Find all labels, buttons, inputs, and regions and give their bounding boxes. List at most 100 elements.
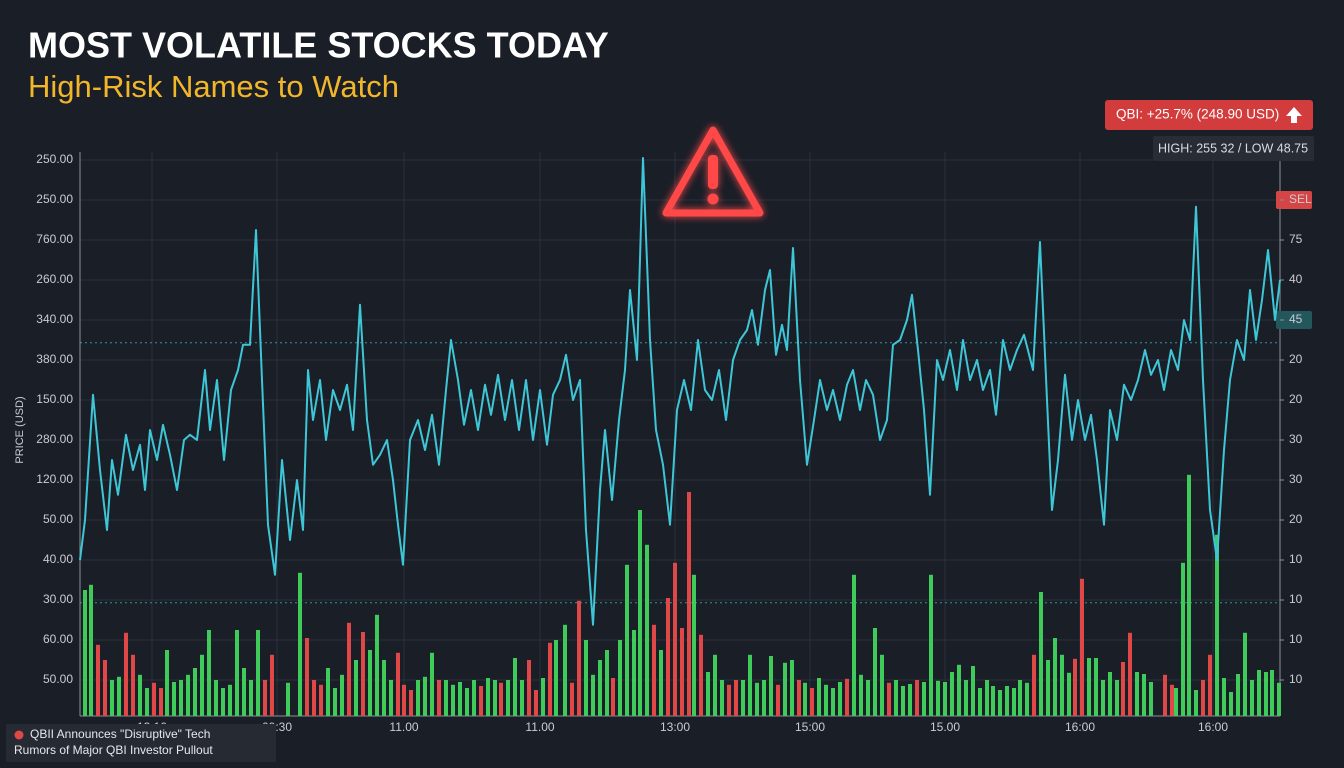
volume-bar (1236, 674, 1240, 716)
volume-bar (922, 682, 926, 716)
y2-tick-label: 20 (1289, 392, 1303, 406)
y-tick-label: 380.00 (36, 352, 73, 366)
volume-bar (1032, 654, 1036, 716)
x-tick-label: 13:00 (660, 720, 690, 734)
y-tick-label: 120.00 (36, 472, 73, 486)
volume-bar (845, 678, 849, 716)
volume-bar (214, 680, 218, 716)
volume-bar (817, 678, 821, 716)
volume-bar (305, 638, 309, 716)
volume-bar (957, 664, 961, 716)
volume-bar (1170, 684, 1174, 716)
volume-bar (1115, 680, 1119, 716)
volume-bar (83, 590, 87, 716)
y-tick-label: 40.00 (43, 552, 73, 566)
volume-bar (901, 686, 905, 716)
volume-bar (776, 684, 780, 716)
volume-bar (416, 680, 420, 716)
volume-bar (605, 650, 609, 716)
volume-bar (368, 650, 372, 716)
volume-bar (221, 688, 225, 716)
volume-bar (361, 632, 365, 716)
volume-bar (1201, 680, 1205, 716)
volume-bar (242, 668, 246, 716)
x-tick-label: 11.00 (525, 720, 554, 734)
volume-bar (458, 682, 462, 716)
range-box: HIGH: 255 32 / LOW 48.75 (1153, 136, 1314, 161)
volume-bar (978, 688, 982, 716)
x-tick-label: 15:00 (795, 720, 825, 734)
volume-bar (1250, 680, 1254, 716)
volume-bar (1039, 592, 1043, 716)
volume-bar (1005, 686, 1009, 716)
volume-bar (755, 682, 759, 716)
volume-bar (1215, 534, 1219, 716)
volume-bar (1067, 672, 1071, 716)
volume-bar (444, 680, 448, 716)
volume-bar (859, 674, 863, 716)
volume-bar (985, 680, 989, 716)
volume-bar (797, 680, 801, 716)
volume-bar (625, 564, 629, 716)
y2-tick-label: 30 (1289, 472, 1303, 486)
volume-bar (270, 654, 274, 716)
volume-bar (706, 672, 710, 716)
volume-bar (1101, 680, 1105, 716)
chart-subtitle: High-Risk Names to Watch (28, 69, 399, 104)
news-item: Rumors of Major QBI Investor Pullout (14, 743, 213, 757)
volume-bar (908, 684, 912, 716)
volume-bar (286, 682, 290, 716)
volume-bar (762, 680, 766, 716)
volume-bar (423, 676, 427, 716)
volume-bar (117, 676, 121, 716)
volume-bar (1181, 562, 1185, 716)
volume-bar (570, 682, 574, 716)
volume-bar (235, 630, 239, 716)
volume-bar (991, 686, 995, 716)
volume-bar (645, 544, 649, 716)
volume-bar (451, 684, 455, 716)
volume-bar (1012, 688, 1016, 716)
volume-bar (727, 684, 731, 716)
volume-bar (915, 680, 919, 716)
y-tick-label: 280.00 (36, 432, 73, 446)
y2-tick-label: 75 (1289, 232, 1303, 246)
volume-bar (741, 680, 745, 716)
volume-bar (513, 658, 517, 716)
volume-bar (584, 640, 588, 716)
volume-bar (382, 660, 386, 716)
volume-bar (998, 690, 1002, 716)
volume-bar (1053, 638, 1057, 716)
volume-bar (598, 660, 602, 716)
price-badge: QBI: +25.7% (248.90 USD) (1105, 100, 1313, 130)
volume-bar (611, 678, 615, 716)
volume-bar (207, 630, 211, 716)
y2-tick-label: 10 (1289, 552, 1303, 566)
volume-bar (326, 668, 330, 716)
volume-bar (138, 674, 142, 716)
volume-bar (396, 652, 400, 716)
volume-bar (347, 622, 351, 716)
volume-bar (96, 644, 100, 716)
volume-bar (1080, 578, 1084, 716)
volume-bar (179, 680, 183, 716)
volume-bar (333, 688, 337, 716)
volume-bar (618, 640, 622, 716)
volume-bar (1108, 672, 1112, 716)
price-line (79, 157, 1281, 626)
volume-bar (1229, 692, 1233, 716)
volume-bar (748, 654, 752, 716)
volume-bar (131, 654, 135, 716)
volume-bar (1060, 654, 1064, 716)
y2-tick-label: SEL (1289, 192, 1312, 206)
volume-bar (124, 632, 128, 716)
volume-bar (894, 680, 898, 716)
volume-bar (186, 674, 190, 716)
y2-tick-label: 10 (1289, 592, 1303, 606)
volume-bar (929, 574, 933, 716)
volume-bar (687, 492, 691, 716)
volume-bar (1073, 658, 1077, 716)
y-tick-label: 250.00 (36, 152, 73, 166)
volume-bar (1087, 658, 1091, 716)
